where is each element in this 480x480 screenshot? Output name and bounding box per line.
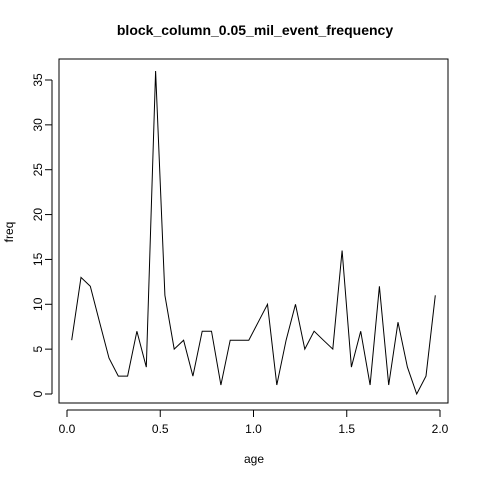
y-tick-label: 20 (31, 208, 45, 222)
x-axis: 0.0 0.5 1.0 1.5 2.0 (59, 409, 449, 436)
y-tick-label: 25 (31, 163, 45, 177)
y-axis: 0 5 10 15 20 25 30 35 (31, 73, 53, 397)
x-tick-label: 1.0 (245, 422, 262, 436)
series-line (71, 70, 436, 396)
x-tick-label: 1.5 (338, 422, 355, 436)
x-tick-label: 2.0 (432, 422, 449, 436)
plot-frame (58, 58, 449, 404)
y-axis-label: freq (2, 222, 16, 243)
y-tick-label: 30 (31, 118, 45, 132)
y-tick-label: 5 (31, 345, 45, 352)
y-tick-label: 15 (31, 252, 45, 266)
chart-title: block_column_0.05_mil_event_frequency (117, 22, 393, 38)
x-tick-label: 0.0 (59, 422, 76, 436)
x-axis-label: age (244, 452, 264, 466)
y-tick-label: 10 (31, 297, 45, 311)
y-tick-label: 0 (31, 390, 45, 397)
x-tick-label: 0.5 (152, 422, 169, 436)
y-tick-label: 35 (31, 73, 45, 87)
